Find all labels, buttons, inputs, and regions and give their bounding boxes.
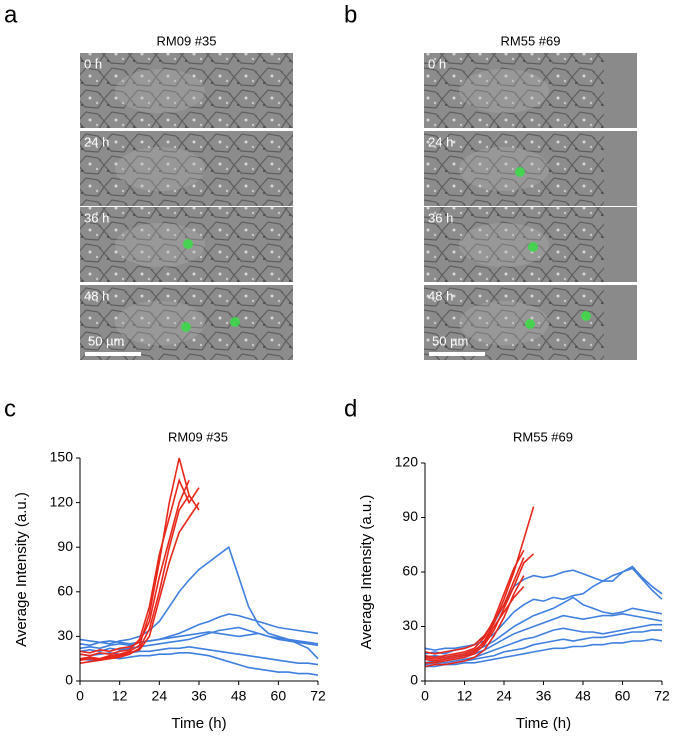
series-line [79,545,319,660]
background-strip [604,131,637,206]
series-line [79,652,319,676]
micrograph [424,53,637,128]
gfp-spot [528,242,538,252]
x-tick-label: 12 [457,688,473,704]
x-axis-label: Time (h) [516,715,571,732]
time-label: 48 h [428,288,453,303]
y-tick-label: 60 [57,583,73,599]
x-tick-label: 48 [231,688,247,704]
x-tick-label: 72 [310,688,326,704]
series-line [424,575,525,668]
time-label: 48 h [84,288,109,303]
x-tick-label: 60 [271,688,287,704]
cell-highlight [115,301,205,345]
cell-highlight [459,147,549,191]
x-axis-label: Time (h) [171,715,226,732]
y-tick-label: 90 [57,538,73,554]
y-tick-label: 30 [57,627,73,643]
x-tick-label: 12 [112,688,128,704]
cell-highlight [459,301,549,345]
y-tick-label: 150 [50,449,74,465]
background-strip [604,285,637,360]
x-tick-label: 60 [615,688,631,704]
series-line [79,479,190,654]
cell-highlight [115,147,205,191]
scale-bar-label: 50 µm [432,333,468,348]
series-line [79,631,319,645]
y-tick-label: 60 [402,563,418,579]
time-label: 24 h [428,134,453,149]
chart-title: RM55 #69 [513,429,573,444]
x-tick-label: 24 [496,688,512,704]
series-line [79,613,319,650]
gfp-spot [230,317,240,327]
panel-label: b [344,1,357,28]
y-tick-label: 0 [65,672,73,688]
cell-highlight [115,223,205,267]
panel-title: RM09 #35 [157,33,217,48]
y-tick-label: 120 [50,493,74,509]
y-axis-label: Average Intensity (a.u.) [358,495,375,650]
series-line [424,585,525,661]
y-tick-label: 30 [402,617,418,633]
series-line [424,623,662,664]
time-label: 36 h [84,210,109,225]
x-tick-label: 48 [575,688,591,704]
series-line [424,549,525,659]
time-label: 0 h [84,56,102,71]
time-label: 0 h [428,56,446,71]
y-tick-label: 0 [410,672,418,688]
series-line [79,626,319,653]
chart-title: RM09 #35 [168,429,228,444]
micrograph [80,53,293,128]
x-tick-label: 24 [152,688,168,704]
gfp-spot [581,311,591,321]
series-line [79,477,200,657]
series-line [424,567,663,651]
scale-bar [429,352,485,356]
series-line [425,638,663,668]
time-label: 36 h [428,210,453,225]
panel-label: a [4,1,18,28]
background-strip [604,53,637,128]
y-tick-label: 120 [395,454,419,470]
gfp-spot [515,167,525,177]
gfp-spot [183,239,193,249]
panel-label: c [4,395,16,422]
series-line [79,457,190,660]
background-strip [604,207,637,282]
gfp-spot [181,322,191,332]
micrograph [424,131,637,206]
x-tick-label: 36 [536,688,552,704]
gfp-spot [525,319,535,329]
y-tick-label: 90 [402,508,418,524]
x-tick-label: 36 [191,688,207,704]
micrograph [80,131,293,206]
cell-highlight [459,69,549,113]
series-line [425,553,535,664]
scale-bar-label: 50 µm [88,333,124,348]
x-tick-label: 0 [76,688,84,704]
time-label: 24 h [84,134,109,149]
series-line [79,502,200,662]
y-axis-label: Average Intensity (a.u.) [13,492,30,647]
scale-bar [85,352,141,356]
cell-highlight [459,223,549,267]
panel-title: RM55 #69 [501,33,561,48]
panel-label: d [344,395,357,422]
cell-highlight [115,69,205,113]
series-line [424,557,525,655]
x-tick-label: 72 [654,688,670,704]
x-tick-label: 0 [421,688,429,704]
